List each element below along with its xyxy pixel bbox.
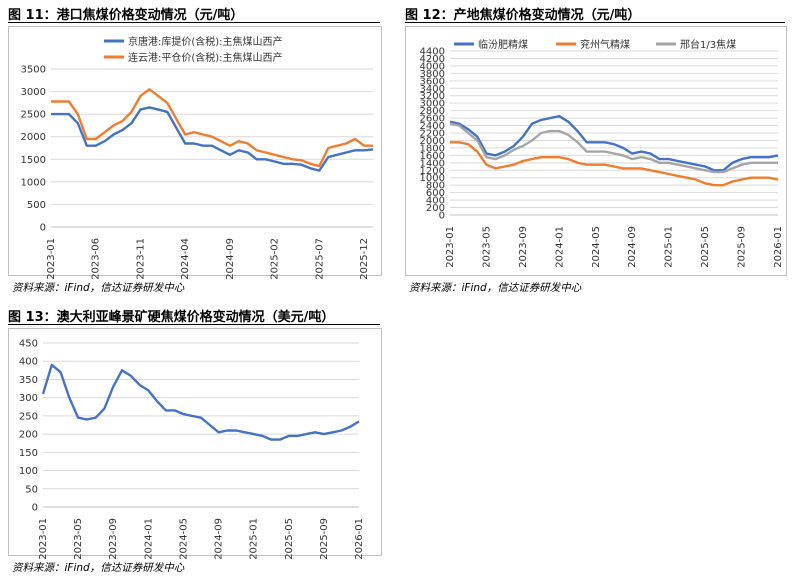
x-tick-label: 2024-01 <box>554 226 565 268</box>
y-tick-label: 4400 <box>420 47 445 58</box>
chart-svg: 0 500 1000 1500 2000 2500 3000 3500 2023-01 2023-… <box>21 35 374 280</box>
y-tick-label: 1600 <box>420 151 445 162</box>
series-line <box>449 114 779 172</box>
x-tick-label: 2026-01 <box>354 518 365 560</box>
figure-title: 图 13：澳大利亚峰景矿硬焦煤价格变动情况（美元/吨） <box>8 310 335 325</box>
legend-label: 兖州气精煤 <box>580 38 630 51</box>
x-tick-label: 2025-01 <box>664 226 675 268</box>
x-tick-label: 2024-05 <box>178 518 189 560</box>
series-line <box>51 88 373 168</box>
chart-frame: 0 500 1000 1500 2000 2500 3000 3500 2023-01 2023-… <box>8 26 382 280</box>
x-tick-label: 2024-09 <box>214 518 225 560</box>
x-tick-label: 2023-09 <box>108 518 119 560</box>
source-note: 资料来源：iFind，信达证券研发中心 <box>12 282 185 294</box>
legend-label: 临汾肥精煤 <box>478 38 528 51</box>
y-tick-label: 3800 <box>420 69 445 80</box>
x-tick-label: 2023-05 <box>73 518 84 560</box>
x-tick-label: 2024-01 <box>143 518 154 560</box>
x-tick-label: 2025-09 <box>737 226 748 268</box>
y-tick-label: 400 <box>426 196 445 207</box>
y-tick-label: 0 <box>439 211 445 222</box>
y-tick-label: 2500 <box>21 110 46 121</box>
series-line <box>449 122 778 174</box>
x-tick-label: 2023-01 <box>445 226 456 268</box>
x-tick-label: 2025-01 <box>249 518 260 560</box>
source-note: 资料来源：iFind，信达证券研发中心 <box>409 282 582 294</box>
y-tick-label: 1800 <box>420 143 445 154</box>
y-tick-label: 100 <box>19 466 38 477</box>
y-tick-label: 3600 <box>420 76 445 87</box>
y-tick-label: 400 <box>19 357 38 368</box>
title-rule <box>405 22 785 23</box>
y-tick-label: 4200 <box>420 54 445 65</box>
y-tick-label: 2000 <box>420 136 445 147</box>
chart-frame: 0 50 100 150 200 250 300 350 400 450 2023-01 2023-0… <box>8 328 382 560</box>
y-tick-label: 200 <box>426 203 445 214</box>
x-tick-label: 2025-05 <box>700 226 711 268</box>
y-tick-label: 2600 <box>420 114 445 125</box>
x-tick-label: 2025-09 <box>319 518 330 560</box>
y-tick-label: 3500 <box>21 65 46 76</box>
x-tick-label: 2023-11 <box>135 238 146 280</box>
y-tick-label: 3200 <box>420 91 445 102</box>
y-tick-label: 1000 <box>21 177 46 188</box>
x-tick-label: 2025-05 <box>284 518 295 560</box>
title-rule <box>8 324 380 325</box>
y-tick-label: 1200 <box>420 166 445 177</box>
x-tick-label: 2024-09 <box>627 226 638 268</box>
x-tick-label: 2023-01 <box>46 238 57 280</box>
legend-label: 邢台1/3焦煤 <box>680 38 736 51</box>
x-tick-label: 2023-06 <box>91 238 102 280</box>
y-tick-label: 3400 <box>420 84 445 95</box>
x-tick-label: 2024-09 <box>225 238 236 280</box>
x-tick-label: 2026-01 <box>773 226 784 268</box>
y-tick-label: 200 <box>19 430 38 441</box>
x-tick-label: 2024-05 <box>591 226 602 268</box>
y-tick-label: 1400 <box>420 158 445 169</box>
series-line <box>450 141 779 187</box>
y-tick-label: 3000 <box>21 87 46 98</box>
figure-title: 图 11：港口焦煤价格变动情况（元/吨） <box>8 8 244 23</box>
x-tick-label: 2023-09 <box>518 226 529 268</box>
y-tick-label: 250 <box>19 411 38 422</box>
y-tick-label: 800 <box>426 181 445 192</box>
x-tick-label: 2024-04 <box>180 238 191 280</box>
chart-svg: 0200400600800100012001400160018002000220… <box>420 38 784 268</box>
y-tick-label: 0 <box>40 223 46 234</box>
series-line <box>41 363 360 441</box>
y-tick-label: 2400 <box>420 121 445 132</box>
figure-title: 图 12：产地焦煤价格变动情况（元/吨） <box>405 8 641 23</box>
chart-frame: 0 200 400 600 800 1000 1200 1400 1600 1800 2000 220… <box>405 26 787 276</box>
y-tick-label: 50 <box>25 484 38 495</box>
y-tick-label: 1500 <box>21 155 46 166</box>
title-rule <box>8 22 380 23</box>
legend-label: 京唐港:库提价(含税):主焦煤山西产 <box>128 35 283 48</box>
x-tick-label: 2023-01 <box>38 518 49 560</box>
y-tick-label: 150 <box>19 448 38 459</box>
x-tick-label: 2023-05 <box>481 226 492 268</box>
y-tick-label: 3000 <box>420 99 445 110</box>
y-tick-label: 350 <box>19 375 38 386</box>
y-tick-label: 450 <box>19 339 38 350</box>
y-tick-label: 2800 <box>420 106 445 117</box>
x-tick-label: 2025-07 <box>314 238 325 280</box>
x-tick-label: 2025-02 <box>270 238 281 280</box>
y-tick-label: 600 <box>426 188 445 199</box>
chart-svg: 0 50 100 150 200 250 300 350 400 450 2023-01 2023-0… <box>19 339 365 560</box>
series-line <box>51 106 374 172</box>
y-tick-label: 2200 <box>420 129 445 140</box>
legend-label: 连云港:平仓价(含税):主焦煤山西产 <box>128 51 283 64</box>
source-note: 资料来源：iFind，信达证券研发中心 <box>12 562 185 574</box>
y-tick-label: 4000 <box>420 61 445 72</box>
y-tick-label: 0 <box>32 503 38 514</box>
y-tick-label: 2000 <box>21 132 46 143</box>
x-tick-label: 2025-12 <box>359 238 370 280</box>
y-tick-label: 500 <box>27 200 46 211</box>
y-tick-label: 300 <box>19 393 38 404</box>
y-tick-label: 1000 <box>420 173 445 184</box>
